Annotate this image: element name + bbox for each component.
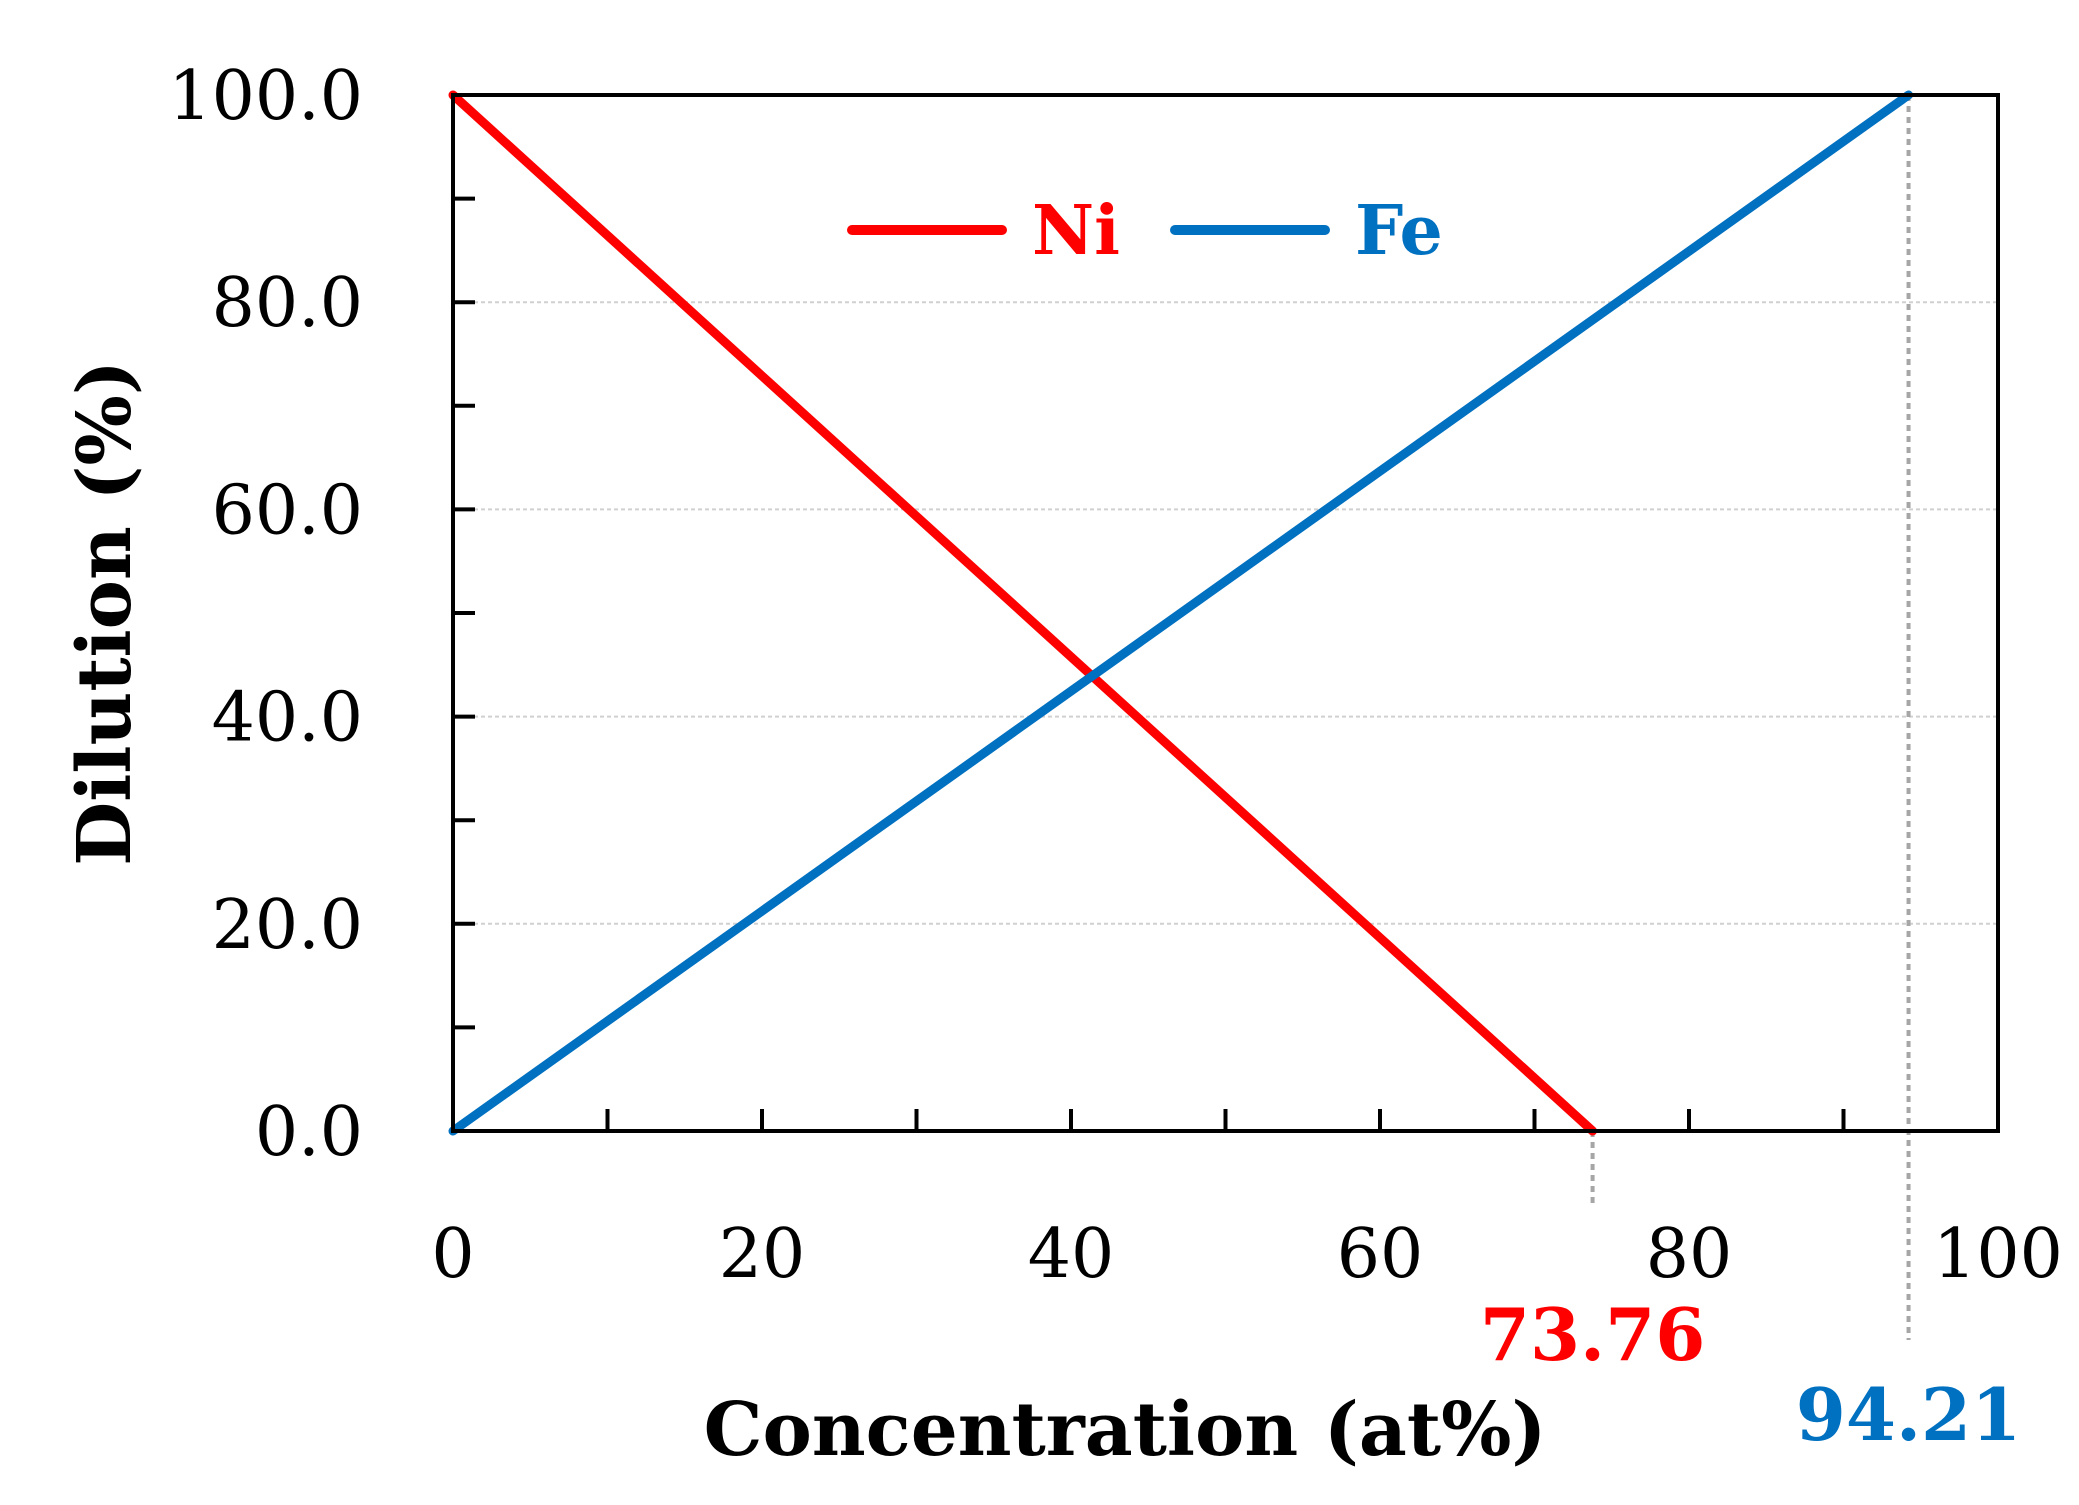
- y-tick-label: 20.0: [212, 886, 363, 965]
- y-tick-label: 60.0: [212, 471, 363, 550]
- x-tick-label: 60: [1337, 1215, 1424, 1294]
- x-tick-label: 80: [1646, 1215, 1733, 1294]
- y-tick-label: 80.0: [212, 264, 363, 343]
- x-tick-label: 40: [1028, 1215, 1115, 1294]
- grid-lines: [453, 301, 1998, 925]
- legend-label: Fe: [1355, 191, 1443, 271]
- annotation-label: 73.76: [1480, 1292, 1705, 1377]
- series-lines: [448, 90, 1914, 1136]
- series-line-ni: [448, 90, 1598, 1136]
- annotation-label: 94.21: [1796, 1372, 2021, 1457]
- x-tick-label: 100: [1933, 1215, 2063, 1294]
- y-tick-label: 0.0: [255, 1093, 363, 1172]
- legend: Ni Fe: [847, 191, 1443, 271]
- axis-ticks: [451, 93, 2000, 1133]
- x-tick-label: 20: [719, 1215, 806, 1294]
- x-axis-title: Concentration (at%): [704, 1387, 1547, 1473]
- annotation-labels: 73.76 94.21: [1480, 1292, 2021, 1457]
- y-axis-title: Dilution (%): [62, 360, 148, 866]
- tick-labels: 0.0 20.0 40.0 60.0 80.0 100.0 0 20 40 60 80 100: [168, 57, 2063, 1294]
- plot-frame: [451, 93, 2000, 1133]
- series-line-fe: [448, 90, 1914, 1136]
- y-tick-label: 40.0: [212, 679, 363, 758]
- legend-label: Ni: [1032, 191, 1120, 271]
- x-tick-label: 0: [431, 1215, 474, 1294]
- y-tick-label: 100.0: [168, 57, 363, 136]
